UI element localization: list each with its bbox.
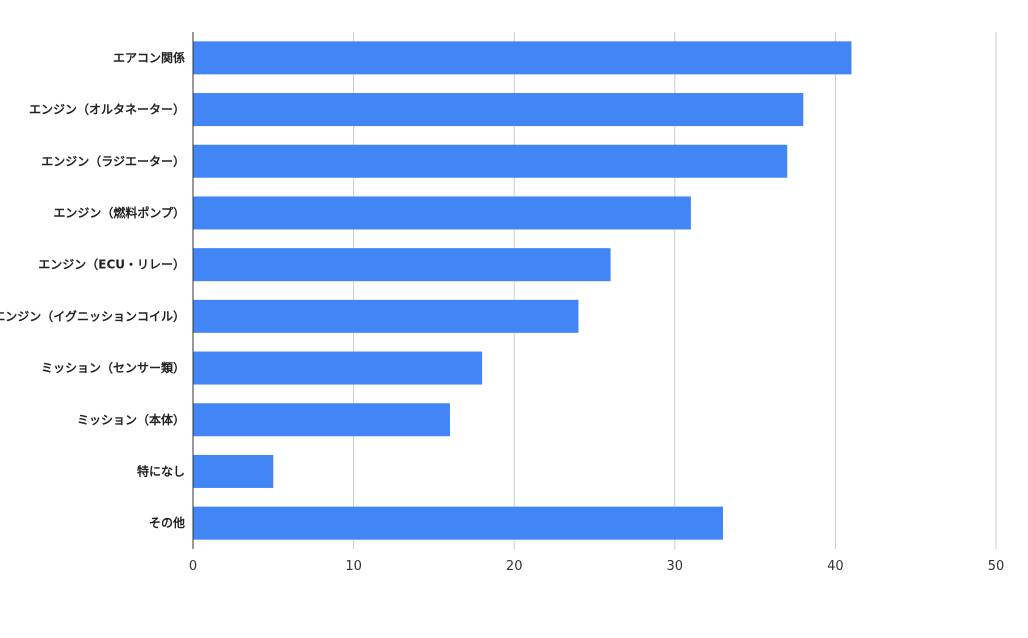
category-label: エンジン（ラジエーター） xyxy=(41,153,185,168)
x-tick-label: 30 xyxy=(667,559,684,574)
category-label: エアコン関係 xyxy=(113,50,185,65)
bar xyxy=(193,41,852,75)
x-tick-labels: 0 10 20 30 40 50 xyxy=(189,559,1004,574)
category-label: エンジン（イグニッションコイル） xyxy=(0,308,185,323)
category-label: エンジン（ECU・リレー） xyxy=(38,257,185,272)
x-tick-label: 20 xyxy=(506,559,523,574)
bar xyxy=(193,506,723,540)
x-tick-label: 10 xyxy=(345,559,362,574)
bar xyxy=(193,403,450,437)
category-label: エンジン（燃料ポンプ） xyxy=(53,205,185,220)
bar xyxy=(193,196,691,230)
category-label: その他 xyxy=(149,515,185,530)
x-tick-label: 0 xyxy=(189,559,197,574)
category-label: ミッション（センサー類） xyxy=(41,360,185,375)
category-label: ミッション（本体） xyxy=(77,412,185,427)
bars xyxy=(193,41,852,540)
x-tick-label: 50 xyxy=(988,559,1005,574)
bar xyxy=(193,93,804,127)
bar xyxy=(193,454,274,488)
bar xyxy=(193,299,579,333)
bar xyxy=(193,144,788,178)
bar xyxy=(193,351,483,385)
category-label: エンジン（オルタネーター） xyxy=(29,102,185,117)
category-label: 特になし xyxy=(137,463,185,478)
x-tick-label: 40 xyxy=(827,559,844,574)
bar xyxy=(193,248,611,282)
